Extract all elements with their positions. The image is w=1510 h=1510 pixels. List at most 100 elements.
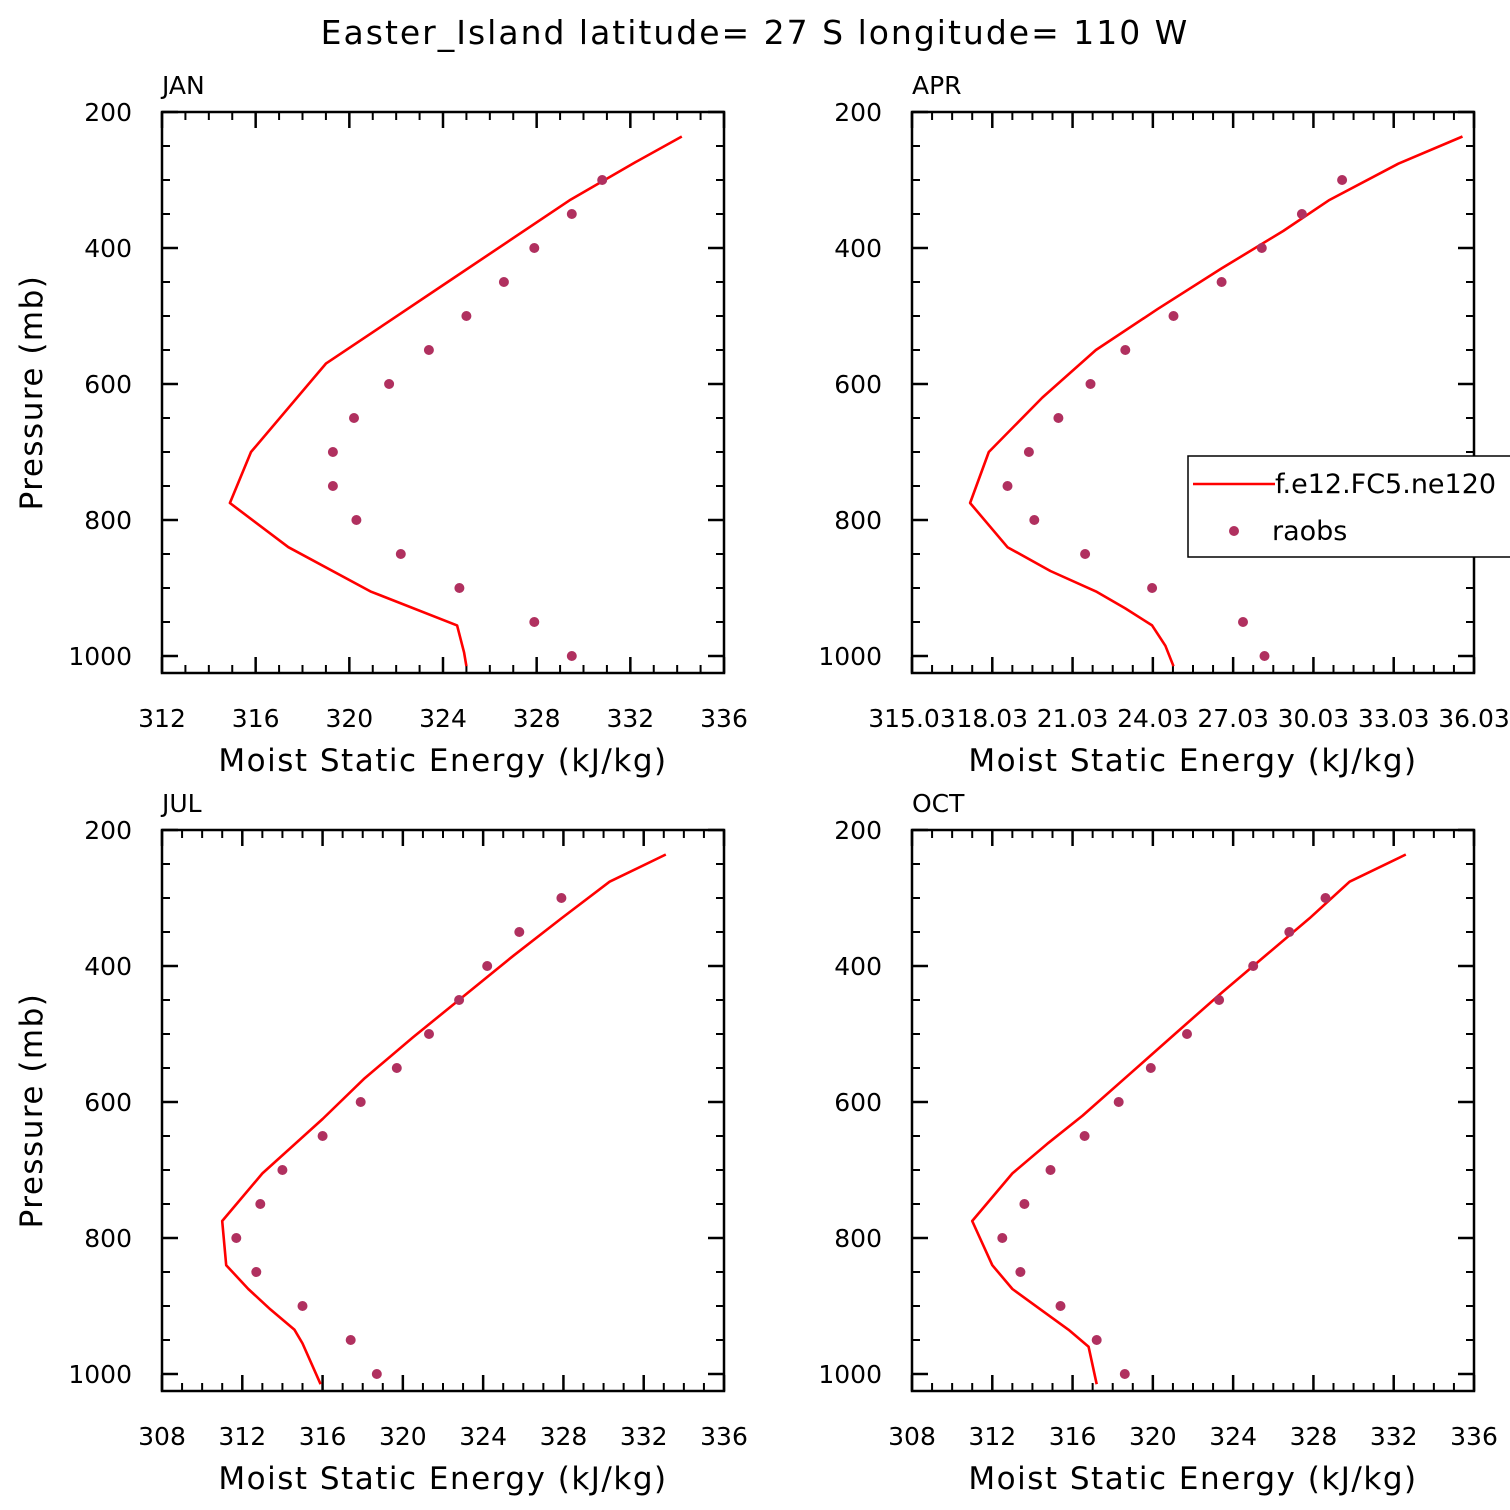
- x-tick-label: 36.03: [1438, 704, 1510, 733]
- raobs-point: [1147, 583, 1158, 593]
- y-tick-label: 800: [84, 1224, 132, 1253]
- raobs-point: [1168, 311, 1179, 321]
- raobs-point: [482, 961, 493, 971]
- x-tick-label: 320: [1129, 1422, 1177, 1451]
- raobs-point: [1053, 413, 1064, 423]
- x-tick-label: 332: [620, 1422, 668, 1451]
- raobs-point: [351, 515, 362, 525]
- raobs-point: [1045, 1165, 1056, 1175]
- x-tick-label: 33.03: [1358, 704, 1430, 733]
- y-tick-label: 400: [84, 234, 132, 263]
- series-line-model-jan: [228, 135, 683, 667]
- raobs-point: [355, 1097, 366, 1107]
- panel-label-jan: JAN: [160, 71, 205, 100]
- raobs-point: [1119, 1369, 1130, 1379]
- raobs-point: [498, 277, 509, 287]
- y-tick-label: 600: [834, 1088, 882, 1117]
- raobs-point: [997, 1233, 1008, 1243]
- y-tick-label: 1000: [818, 642, 882, 671]
- raobs-point: [327, 447, 338, 457]
- raobs-point: [395, 549, 406, 559]
- raobs-point: [1145, 1063, 1156, 1073]
- x-tick-label: 336: [700, 704, 748, 733]
- x-tick-label: 316: [1049, 1422, 1097, 1451]
- x-tick-label: 320: [325, 704, 373, 733]
- y-tick-label: 600: [84, 370, 132, 399]
- raobs-point: [255, 1199, 266, 1209]
- raobs-point: [1113, 1097, 1124, 1107]
- raobs-point: [297, 1301, 308, 1311]
- x-axis-label-oct: Moist Static Energy (kJ/kg): [968, 1461, 1417, 1497]
- x-tick-label: 328: [513, 704, 561, 733]
- raobs-point: [327, 481, 338, 491]
- raobs-point: [1284, 927, 1295, 937]
- y-tick-label: 1000: [68, 1360, 132, 1389]
- raobs-point: [1256, 243, 1267, 253]
- x-tick-label: 328: [540, 1422, 588, 1451]
- raobs-point: [514, 927, 525, 937]
- y-tick-label: 400: [834, 234, 882, 263]
- y-axis-label-jan: Pressure (mb): [14, 275, 50, 511]
- raobs-point: [454, 583, 465, 593]
- x-tick-label: 27.03: [1197, 704, 1269, 733]
- x-axis-label-apr: Moist Static Energy (kJ/kg): [968, 743, 1417, 779]
- raobs-point: [1238, 617, 1248, 627]
- y-tick-label: 200: [834, 98, 882, 127]
- x-tick-label: 320: [379, 1422, 427, 1451]
- panel-label-jul: JUL: [160, 789, 202, 818]
- raobs-point: [277, 1165, 288, 1175]
- raobs-point: [1182, 1029, 1192, 1039]
- y-tick-label: 1000: [818, 1360, 882, 1389]
- raobs-point: [345, 1335, 356, 1345]
- raobs-point: [1296, 209, 1307, 219]
- raobs-point: [384, 379, 395, 389]
- raobs-point: [1085, 379, 1096, 389]
- panel-jan: JAN 312 316 320 324 328 332 336 200 400 600 800 1000…: [14, 71, 748, 779]
- x-tick-label: 336: [1450, 1422, 1498, 1451]
- raobs-point: [1091, 1335, 1102, 1345]
- x-tick-label: 308: [138, 1422, 186, 1451]
- legend-box: [1187, 455, 1510, 558]
- x-tick-label: 312: [968, 1422, 1016, 1451]
- x-tick-label: 316: [232, 704, 280, 733]
- raobs-point: [461, 311, 472, 321]
- y-tick-label: 800: [84, 506, 132, 535]
- raobs-point: [1259, 651, 1270, 661]
- x-tick-label: 332: [1370, 1422, 1418, 1451]
- raobs-point: [424, 1029, 434, 1039]
- x-tick-label: 312: [138, 704, 186, 733]
- raobs-point: [1248, 961, 1259, 971]
- x-tick-label: 315.03: [868, 704, 955, 733]
- raobs-point: [1337, 175, 1348, 185]
- y-axis-label-jul: Pressure (mb): [14, 993, 50, 1229]
- raobs-point: [529, 243, 540, 253]
- panel-jul: JUL 308 312 316 320 324 328 332 336 200 400 600 800 1…: [14, 789, 748, 1497]
- x-axis-label-jul: Moist Static Energy (kJ/kg): [218, 1461, 667, 1497]
- raobs-point: [349, 413, 359, 423]
- x-axis-label-jan: Moist Static Energy (kJ/kg): [218, 743, 667, 779]
- y-tick-label: 800: [834, 506, 882, 535]
- plot-frame-apr: [910, 110, 1476, 675]
- panels: JAN 312 316 320 324 328 332 336 200 400 600 800 1000…: [14, 71, 1510, 1497]
- legend: f.e12.FC5.ne120 raobs: [1187, 455, 1510, 558]
- raobs-point: [1023, 447, 1034, 457]
- x-tick-label: 328: [1290, 1422, 1338, 1451]
- raobs-point: [1055, 1301, 1066, 1311]
- x-tick-label: 30.03: [1278, 704, 1350, 733]
- plot-frame-jul: [160, 828, 726, 1393]
- y-tick-label: 200: [84, 816, 132, 845]
- raobs-point: [251, 1267, 262, 1277]
- raobs-point: [1015, 1267, 1026, 1277]
- panel-oct: OCT 308 312 316 320 324 328 332 336 200 400 600 800 1…: [818, 789, 1497, 1497]
- x-tick-label: 324: [1209, 1422, 1257, 1451]
- raobs-point: [566, 209, 577, 219]
- y-tick-label: 200: [834, 816, 882, 845]
- x-tick-label: 21.03: [1037, 704, 1109, 733]
- raobs-point: [597, 175, 608, 185]
- x-tick-label: 324: [459, 1422, 507, 1451]
- legend-entry-raobs: raobs: [1272, 516, 1347, 547]
- y-tick-label: 800: [834, 1224, 882, 1253]
- legend-entry-model: f.e12.FC5.ne120: [1275, 469, 1496, 500]
- x-tick-label: 324: [419, 704, 467, 733]
